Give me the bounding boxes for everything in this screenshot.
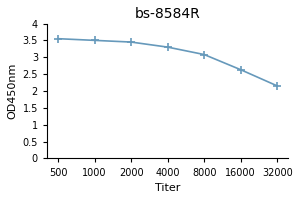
Y-axis label: OD450nm: OD450nm bbox=[7, 63, 17, 119]
Title: bs-8584R: bs-8584R bbox=[135, 7, 200, 21]
X-axis label: Titer: Titer bbox=[155, 183, 180, 193]
